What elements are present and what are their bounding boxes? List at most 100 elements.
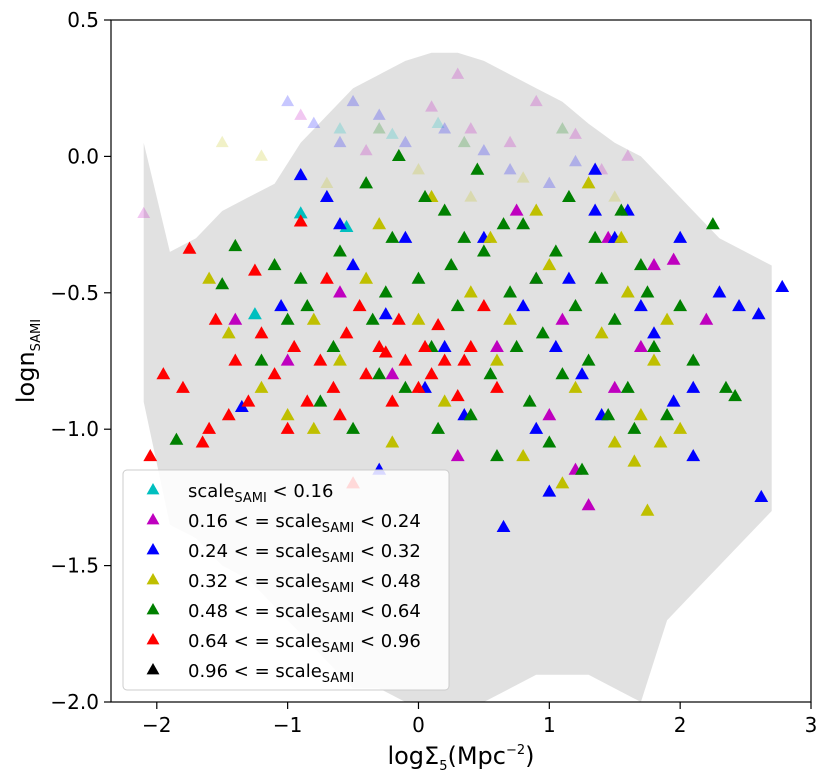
faded-point-series-2 — [372, 108, 386, 120]
faded-point-series-1 — [621, 149, 635, 161]
data-point-series-3 — [385, 435, 400, 448]
data-point-series-4 — [614, 203, 629, 216]
data-point-series-3 — [503, 312, 517, 325]
data-point-series-5 — [208, 312, 223, 325]
data-point-series-5 — [391, 312, 406, 325]
data-point-series-3 — [594, 326, 609, 339]
y-tick-label: −2.0 — [50, 690, 99, 714]
data-point-series-2 — [378, 307, 393, 320]
data-point-series-4 — [457, 230, 472, 243]
data-point-series-2 — [319, 189, 334, 202]
data-point-series-5 — [326, 380, 341, 393]
faded-point-series-4 — [457, 135, 471, 148]
x-tick-label: −1 — [273, 713, 302, 737]
data-point-series-2 — [333, 217, 347, 230]
legend-label: scaleSAMI < 0.16 — [188, 481, 333, 506]
faded-point-series-1 — [569, 127, 582, 139]
data-point-series-5 — [424, 367, 439, 380]
faded-point-series-4 — [372, 122, 386, 134]
faded-point-series-0 — [333, 122, 347, 134]
data-point-series-2 — [634, 298, 648, 312]
data-point-series-1 — [555, 312, 570, 325]
data-point-series-5 — [378, 345, 393, 358]
data-point-series-0 — [293, 206, 308, 219]
faded-point-series-2 — [398, 135, 412, 148]
data-point-series-3 — [483, 230, 498, 243]
data-point-series-4 — [607, 312, 622, 325]
data-point-series-4 — [333, 244, 347, 257]
data-point-series-1 — [280, 353, 295, 366]
data-point-series-4 — [254, 353, 269, 366]
data-point-series-3 — [359, 271, 374, 284]
data-point-series-3 — [437, 394, 452, 407]
data-point-series-5 — [418, 339, 432, 353]
data-point-series-4 — [365, 312, 380, 325]
data-point-series-2 — [673, 230, 688, 243]
legend-marker — [146, 483, 160, 495]
data-point-series-4 — [496, 217, 511, 230]
data-point-series-5 — [333, 408, 347, 421]
data-point-series-4 — [391, 148, 406, 162]
data-point-series-1 — [607, 380, 622, 393]
data-point-series-3 — [372, 217, 387, 230]
data-point-series-3 — [542, 258, 557, 271]
faded-point-series-1 — [425, 100, 439, 112]
faded-point-series-2 — [542, 176, 556, 189]
data-point-series-2 — [754, 489, 769, 503]
faded-point-series-4 — [555, 122, 569, 134]
data-point-series-5 — [490, 380, 504, 393]
data-point-series-5 — [182, 241, 197, 254]
data-point-series-2 — [293, 167, 308, 181]
data-point-series-4 — [359, 176, 374, 189]
faded-point-series-2 — [438, 122, 452, 134]
faded-point-series-0 — [385, 127, 399, 139]
data-point-series-4 — [378, 285, 393, 298]
data-point-series-5 — [372, 339, 387, 353]
data-point-series-5 — [280, 421, 295, 434]
x-tick-label: −2 — [142, 713, 171, 737]
data-point-series-3 — [620, 285, 635, 298]
data-point-series-4 — [509, 339, 524, 353]
faded-point-series-1 — [503, 135, 517, 148]
data-point-series-4 — [673, 298, 688, 312]
data-point-series-4 — [535, 326, 550, 339]
data-point-series-5 — [359, 367, 374, 380]
data-point-series-3 — [254, 380, 269, 393]
data-point-series-5 — [202, 421, 217, 434]
data-point-series-1 — [647, 258, 661, 271]
faded-point-series-3 — [255, 149, 268, 161]
data-point-series-2 — [548, 339, 563, 353]
data-point-series-3 — [614, 230, 629, 243]
data-point-series-2 — [588, 162, 603, 175]
y-axis-title: lognSAMI — [12, 319, 44, 403]
data-point-series-4 — [169, 432, 184, 445]
data-point-series-4 — [548, 244, 563, 257]
data-point-series-4 — [522, 394, 537, 407]
data-point-series-3 — [280, 408, 295, 421]
data-point-series-2 — [562, 271, 576, 284]
data-point-series-5 — [293, 214, 308, 227]
faded-point-series-2 — [346, 94, 360, 107]
data-point-series-3 — [607, 435, 622, 448]
faded-point-series-3 — [320, 176, 334, 189]
legend-entries: scaleSAMI < 0.16 0.16 < = scaleSAMI < 0.2… — [146, 481, 421, 686]
data-point-series-5 — [228, 353, 243, 366]
data-point-series-2 — [666, 394, 681, 407]
data-point-series-5 — [385, 394, 400, 407]
data-point-series-3 — [555, 476, 570, 489]
y-tick-label: −0.5 — [50, 281, 99, 305]
data-point-series-4 — [705, 217, 720, 230]
data-point-series-1 — [385, 367, 400, 380]
data-point-series-2 — [751, 307, 766, 320]
faded-point-series-2 — [307, 116, 321, 129]
faded-point-series-2 — [333, 135, 347, 148]
faded-point-series-1 — [464, 122, 478, 134]
data-point-series-5 — [267, 367, 282, 380]
data-point-series-3 — [529, 203, 544, 216]
data-point-series-3 — [660, 312, 674, 325]
data-point-series-1 — [542, 408, 557, 421]
data-point-series-2 — [542, 484, 557, 497]
data-point-series-4 — [516, 217, 531, 230]
data-point-series-3 — [568, 380, 583, 393]
data-point-series-4 — [293, 271, 308, 284]
